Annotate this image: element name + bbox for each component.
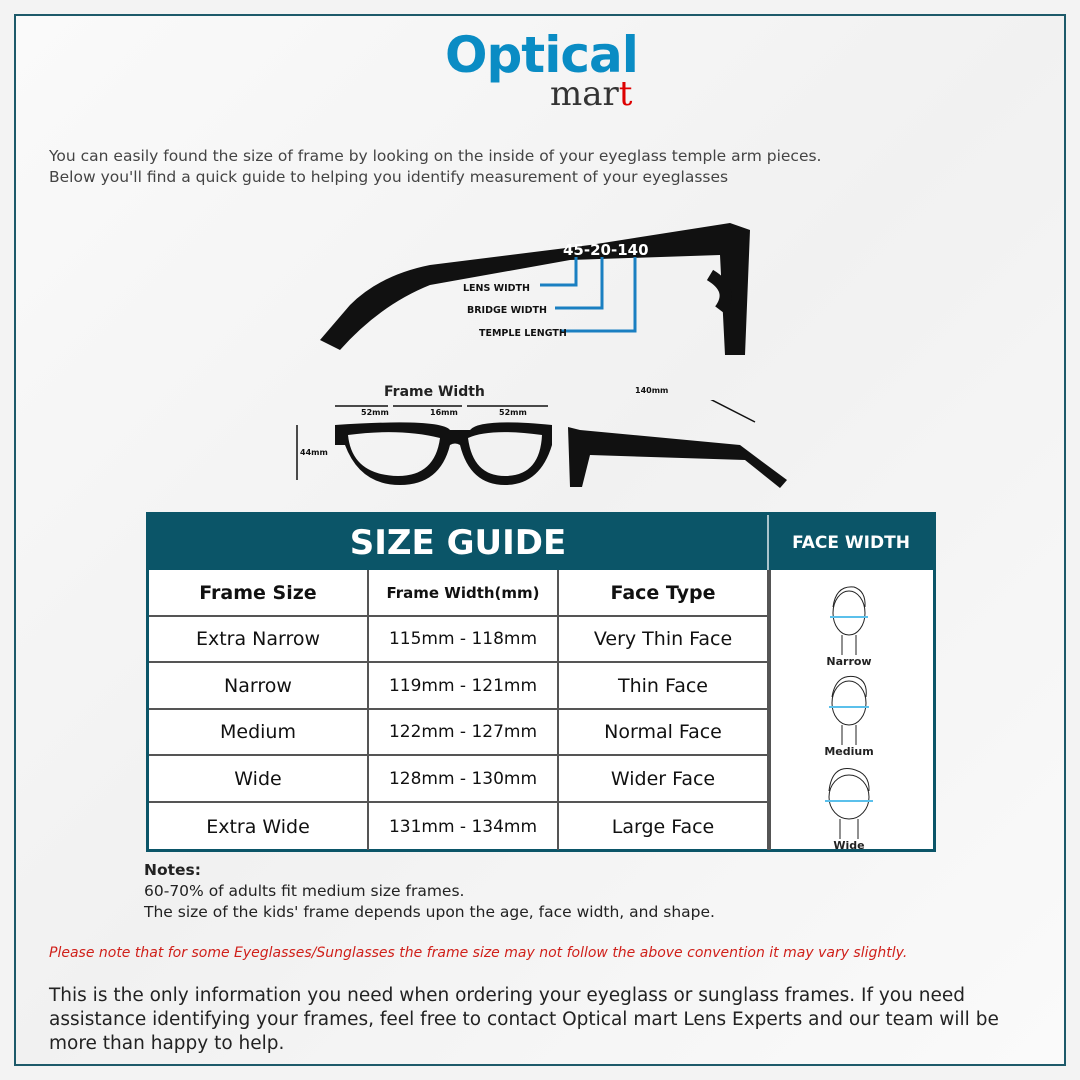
table-cell: Narrow [149,663,369,710]
logo-mart-text: mar [550,74,619,114]
frame-front-side-illustration [296,400,787,488]
notes-title: Notes: [144,861,201,879]
table-cell: 122mm - 127mm [369,710,559,756]
table-cell: Extra Narrow [149,617,369,663]
face-narrow: Narrow [769,577,929,668]
temple-length-mm: 140mm [635,386,669,395]
size-guide-table: SIZE GUIDE FACE WIDTH Frame Size Frame Wi… [146,512,936,852]
table-cell: Thin Face [559,663,769,710]
temple-arm-illustration [320,223,750,355]
table-cell: 115mm - 118mm [369,617,559,663]
column-header: Frame Size [149,570,369,617]
face-medium-icon [829,675,869,745]
table-cell: 128mm - 130mm [369,756,559,803]
column-divider [769,570,771,850]
table-cell: 119mm - 121mm [369,663,559,710]
table-cell: Normal Face [559,710,769,756]
face-wide: Wide [769,761,929,852]
label-lens-width: LENS WIDTH [463,283,530,294]
face-wide-icon [825,767,873,839]
table-cell: Wider Face [559,756,769,803]
notes-line: 60-70% of adults fit medium size frames. [144,882,465,900]
lens-width-mm: 52mm [361,408,389,417]
column-header: Frame Width(mm) [369,570,559,617]
lens-height-mm: 44mm [300,448,328,457]
intro-line-1: You can easily found the size of frame b… [49,147,822,165]
intro-line-2: Below you'll find a quick guide to helpi… [49,168,729,186]
size-guide-title: SIZE GUIDE [149,515,769,570]
notes-line: The size of the kids' frame depends upon… [144,903,715,921]
table-cell: Medium [149,710,369,756]
face-width-title: FACE WIDTH [769,515,933,570]
outro-text: This is the only information you need wh… [49,985,999,1054]
temple-callout-lines [540,257,637,333]
disclaimer: Please note that for some Eyeglasses/Sun… [49,945,908,961]
table-cell: Extra Wide [149,803,369,850]
table-cell: 131mm - 134mm [369,803,559,850]
face-medium-label: Medium [824,745,874,758]
table-cell: Large Face [559,803,769,850]
label-temple-length: TEMPLE LENGTH [479,328,567,339]
lens2-width-mm: 52mm [499,408,527,417]
face-wide-label: Wide [833,839,865,852]
bridge-mm: 16mm [430,408,458,417]
column-header: Face Type [559,570,769,617]
logo-mart-accent: t [618,74,633,114]
label-bridge-width: BRIDGE WIDTH [467,305,547,316]
frame-width-title: Frame Width [384,384,485,400]
intro-text: You can easily found the size of frame b… [49,146,822,188]
table-cell: Wide [149,756,369,803]
face-narrow-icon [830,586,868,655]
logo-mart: mart [550,74,632,114]
notes: Notes: 60-70% of adults fit medium size … [144,860,715,923]
logo-optical: Optical [445,26,639,84]
face-medium: Medium [769,667,929,758]
table-cell: Very Thin Face [559,617,769,663]
temple-code: 45-20-140 [563,241,649,259]
face-narrow-label: Narrow [826,655,872,668]
